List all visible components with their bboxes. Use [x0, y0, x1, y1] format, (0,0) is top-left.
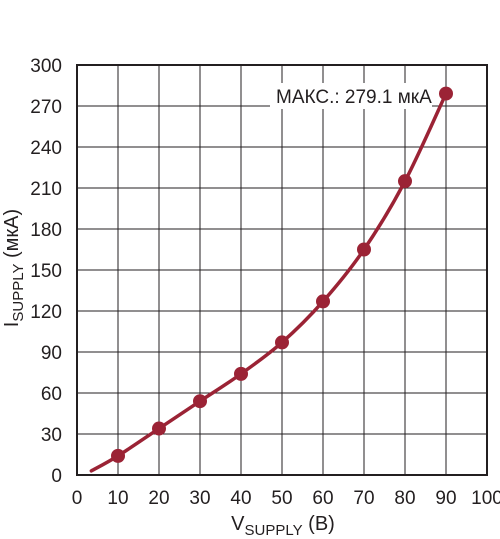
y-tick-label: 120	[30, 302, 62, 323]
x-tick-label: 40	[230, 488, 251, 509]
x-tick-label: 30	[189, 488, 210, 509]
x-axis-title: VSUPPLY (В)	[231, 513, 335, 539]
annotation-background	[270, 83, 432, 109]
x-tick-label: 10	[107, 488, 128, 509]
data-point	[275, 335, 289, 350]
y-tick-label: 180	[30, 220, 62, 241]
x-tick-label: 80	[394, 488, 415, 509]
y-tick-label: 300	[30, 56, 62, 77]
x-tick-label: 0	[72, 488, 83, 509]
grid	[77, 65, 487, 475]
series-line	[89, 91, 448, 473]
y-tick-label: 150	[30, 261, 62, 282]
x-tick-label: 70	[353, 488, 374, 509]
data-point	[439, 86, 453, 101]
y-tick-label: 270	[30, 97, 62, 118]
y-tick-label: 0	[51, 466, 62, 487]
y-tick-label: 30	[41, 425, 62, 446]
y-tick-label: 90	[41, 343, 62, 364]
x-tick-label: 20	[148, 488, 169, 509]
data-point	[152, 421, 166, 436]
x-tick-label: 90	[435, 488, 456, 509]
data-point	[193, 394, 207, 409]
data-point	[234, 366, 248, 381]
x-tick-label: 60	[312, 488, 333, 509]
y-tick-label: 240	[30, 138, 62, 159]
data-point	[398, 174, 412, 189]
x-tick-label: 50	[271, 488, 292, 509]
data-point	[316, 294, 330, 309]
y-axis-title: ISUPPLY (мкА)	[1, 209, 27, 327]
data-point	[111, 448, 125, 463]
x-tick-label: 100	[471, 488, 500, 509]
series	[89, 86, 453, 473]
max-annotation: МАКС.: 279.1 мкА	[276, 87, 432, 108]
data-point	[357, 242, 371, 257]
plot-frame	[76, 64, 488, 476]
y-tick-labels: 0 30 60 90 120 150 180 210 240 270 300	[30, 56, 62, 487]
x-tick-labels: 0 10 20 30 40 50 60 70 80 90 100	[72, 488, 500, 509]
y-tick-label: 60	[41, 384, 62, 405]
y-tick-label: 210	[30, 179, 62, 200]
